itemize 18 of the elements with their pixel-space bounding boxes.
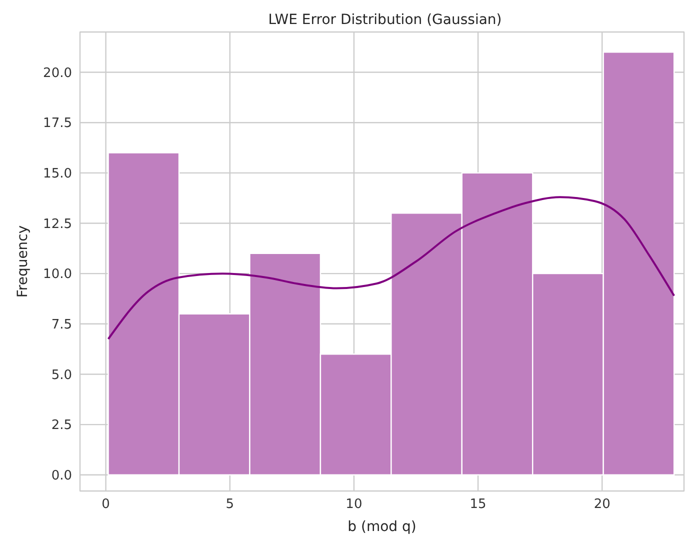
x-tick-label: 10 xyxy=(346,497,362,512)
y-tick-label: 12.5 xyxy=(43,216,72,232)
x-tick-label: 20 xyxy=(594,497,610,512)
y-tick-label: 10.0 xyxy=(43,267,72,282)
y-tick-label: 17.5 xyxy=(43,116,72,132)
chart-title: LWE Error Distribution (Gaussian) xyxy=(267,12,503,28)
y-axis-title: Frequency xyxy=(14,225,31,298)
y-tick-label: 0.0 xyxy=(51,468,72,484)
x-tick-label: 0 xyxy=(102,497,110,512)
x-axis-title: b (mod q) xyxy=(348,519,416,535)
y-tick-label: 2.5 xyxy=(51,418,72,434)
x-tick-label: 5 xyxy=(226,497,234,512)
y-tick-label: 7.5 xyxy=(51,318,72,333)
y-tick-label: 5.0 xyxy=(51,368,72,383)
line-series xyxy=(107,196,676,340)
y-tick-label: 20.0 xyxy=(43,66,72,81)
y-tick-label: 15.0 xyxy=(43,166,72,182)
x-tick-label: 15 xyxy=(470,497,486,512)
